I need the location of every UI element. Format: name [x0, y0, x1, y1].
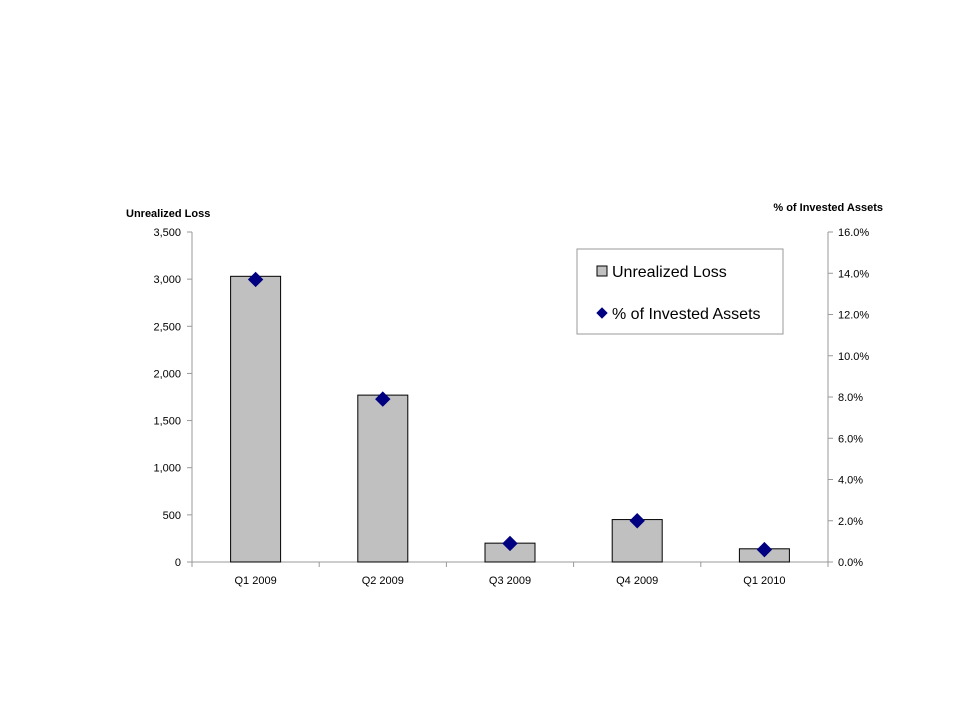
- legend-label-marker: % of Invested Assets: [612, 306, 761, 323]
- legend-box: [576, 248, 784, 335]
- left-tick-label: 3,500: [153, 227, 181, 239]
- right-tick-label: 14.0%: [838, 268, 869, 280]
- x-tick-label: Q2 2009: [362, 575, 404, 587]
- bar-unrealized-loss: [357, 394, 409, 563]
- right-tick-label: 4.0%: [838, 475, 863, 487]
- x-tick-label: Q1 2010: [743, 575, 785, 587]
- marker-percent-invested: [756, 541, 773, 558]
- x-tick-label: Q1 2009: [234, 575, 276, 587]
- left-tick-label: 3,000: [153, 274, 181, 286]
- x-tick-label: Q4 2009: [616, 575, 658, 587]
- legend-swatch-bar: [596, 265, 608, 277]
- right-tick-label: 2.0%: [838, 516, 863, 528]
- left-axis-title: Unrealized Loss: [126, 208, 210, 220]
- right-axis-title: % of Invested Assets: [773, 202, 883, 214]
- right-tick-label: 12.0%: [838, 310, 869, 322]
- left-tick-label: 2,500: [153, 321, 181, 333]
- right-tick-label: 0.0%: [838, 557, 863, 569]
- plot-area: Unrealized Loss % of Invested Assets 0 500 1…: [126, 202, 883, 587]
- bar-unrealized-loss: [230, 275, 282, 563]
- right-tick-label: 6.0%: [838, 433, 863, 445]
- left-tick-label: 1,500: [153, 416, 181, 428]
- right-tick-label: 10.0%: [838, 351, 869, 363]
- marker-percent-invested: [629, 513, 645, 529]
- right-tick-label: 8.0%: [838, 392, 863, 404]
- marker-percent-invested: [375, 391, 391, 407]
- legend-label-bar: Unrealized Loss: [612, 264, 727, 281]
- left-tick-label: 1,000: [153, 463, 181, 475]
- marker-percent-invested: [502, 535, 518, 552]
- right-tick-label: 16.0%: [838, 227, 869, 239]
- legend-swatch-diamond: [596, 307, 608, 319]
- legend: Unrealized Loss % of Invested Assets: [576, 248, 784, 335]
- left-tick-label: 500: [163, 510, 181, 522]
- marker-percent-invested: [247, 271, 264, 288]
- left-tick-label: 0: [175, 557, 181, 569]
- x-tick-label: Q3 2009: [489, 575, 531, 587]
- left-tick-label: 2,000: [153, 368, 181, 380]
